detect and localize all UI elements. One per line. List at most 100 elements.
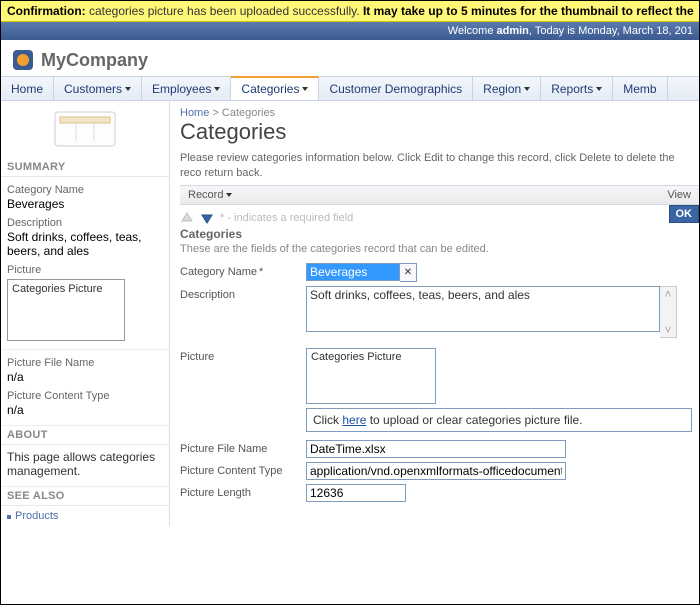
welcome-label: Welcome — [448, 25, 497, 37]
sidebar-about-text: This page allows categories management. — [7, 450, 163, 478]
description-input[interactable]: Soft drinks, coffees, teas, beers, and a… — [306, 286, 660, 332]
tab-home-label: Home — [11, 82, 43, 96]
tab-customer-demographics[interactable]: Customer Demographics — [319, 77, 473, 100]
tab-categories[interactable]: Categories — [231, 76, 319, 100]
section-title: Categories — [180, 227, 699, 241]
tab-employees-label: Employees — [152, 82, 211, 96]
row-category-name: Category Name ✕ — [180, 263, 699, 282]
sidebar-desc-label: Description — [7, 217, 163, 229]
sidebar: SUMMARY Category Name Beverages Descript… — [1, 101, 170, 526]
confirmation-label: Confirmation: — [7, 4, 86, 18]
picture-file-name-label: Picture File Name — [180, 440, 306, 455]
row-picture: Picture Categories Picture Click here to… — [180, 348, 699, 432]
picture-length-input[interactable] — [306, 484, 406, 502]
sidebar-catname-label: Category Name — [7, 184, 163, 196]
sidebar-desc-value: Soft drinks, coffees, teas, beers, and a… — [7, 230, 163, 258]
tab-employees[interactable]: Employees — [142, 77, 231, 100]
category-name-field-wrap: ✕ — [306, 263, 417, 282]
ok-button[interactable]: OK — [669, 205, 700, 223]
confirmation-text-1: categories picture has been uploaded suc… — [86, 4, 363, 18]
chevron-down-icon — [125, 87, 131, 91]
tab-reports[interactable]: Reports — [541, 77, 613, 100]
toolbar-view[interactable]: View — [659, 186, 699, 204]
description-label: Description — [180, 286, 306, 301]
chevron-down-icon: ˅ — [664, 323, 671, 337]
sidebar-pct-label: Picture Content Type — [7, 390, 163, 402]
upload-post: to upload or clear categories picture fi… — [366, 413, 582, 427]
breadcrumb-current: Categories — [222, 107, 275, 119]
bullet-icon — [7, 515, 11, 519]
category-name-label: Category Name — [180, 263, 306, 278]
breadcrumb-sep: > — [209, 107, 222, 119]
picture-content-type-label: Picture Content Type — [180, 462, 306, 477]
tab-members-label: Memb — [623, 82, 656, 96]
sidebar-hero-icon — [1, 107, 169, 158]
arrow-down-icon[interactable] — [200, 211, 214, 225]
main-content: Home > Categories Categories Please revi… — [170, 101, 699, 526]
required-row: * - indicates a required field — [180, 205, 699, 227]
toolbar-record-label: Record — [188, 189, 223, 201]
section-desc: These are the fields of the categories r… — [180, 243, 699, 255]
confirmation-text-2: It may take up to 5 minutes for the thum… — [363, 4, 694, 18]
row-description: Description Soft drinks, coffees, teas, … — [180, 286, 699, 338]
upload-pre: Click — [313, 413, 342, 427]
textarea-scrollbar[interactable]: ˄˅ — [660, 286, 677, 338]
page-hint: Please review categories information bel… — [180, 151, 699, 181]
chevron-down-icon — [524, 87, 530, 91]
date-text: Monday, March 18, 201 — [578, 25, 693, 37]
picture-content-type-input[interactable] — [306, 462, 566, 480]
tab-categories-label: Categories — [241, 82, 299, 96]
sidebar-catname-value: Beverages — [7, 197, 163, 211]
clear-category-name-button[interactable]: ✕ — [400, 263, 417, 282]
tab-reports-label: Reports — [551, 82, 593, 96]
company-name: MyCompany — [41, 50, 148, 71]
sidebar-pic-label: Picture — [7, 264, 163, 276]
tab-home[interactable]: Home — [1, 77, 54, 100]
chevron-down-icon — [302, 87, 308, 91]
upload-here-link[interactable]: here — [342, 413, 366, 427]
breadcrumb-home[interactable]: Home — [180, 107, 209, 119]
picture-preview[interactable]: Categories Picture — [306, 348, 436, 404]
breadcrumb: Home > Categories — [180, 101, 699, 119]
user-name: admin — [497, 25, 529, 37]
sidebar-link-products[interactable]: Products — [1, 506, 169, 526]
sidebar-pct-value: n/a — [7, 403, 163, 417]
header-bar: Welcome admin, Today is Monday, March 18… — [1, 22, 699, 40]
picture-file-name-input[interactable] — [306, 440, 566, 458]
sidebar-file-block: Picture File Name n/a Picture Content Ty… — [1, 350, 169, 426]
tab-customers-label: Customers — [64, 82, 122, 96]
category-name-input[interactable] — [306, 263, 400, 281]
chevron-down-icon — [596, 87, 602, 91]
toolbar-record[interactable]: Record — [180, 186, 240, 204]
sidebar-summary-header: SUMMARY — [1, 158, 169, 177]
tab-region[interactable]: Region — [473, 77, 541, 100]
sidebar-pfn-value: n/a — [7, 370, 163, 384]
page-title: Categories — [180, 119, 699, 145]
main-nav: Home Customers Employees Categories Cust… — [1, 76, 699, 101]
confirmation-bar: Confirmation: categories picture has bee… — [1, 1, 699, 22]
sidebar-pic-value: Categories Picture — [7, 279, 125, 341]
tab-demographics-label: Customer Demographics — [329, 82, 462, 96]
sidebar-about-block: This page allows categories management. — [1, 445, 169, 487]
sidebar-link-products-label: Products — [15, 510, 58, 522]
row-picture-length: Picture Length — [180, 484, 699, 502]
sidebar-summary-block: Category Name Beverages Description Soft… — [1, 177, 169, 350]
tab-customers[interactable]: Customers — [54, 77, 142, 100]
picture-length-label: Picture Length — [180, 484, 306, 499]
required-hint: * - indicates a required field — [220, 212, 353, 224]
chevron-up-icon: ˄ — [664, 287, 671, 301]
row-picture-content-type: Picture Content Type — [180, 462, 699, 480]
grid-hero-icon — [54, 111, 116, 147]
company-logo-icon — [11, 48, 35, 72]
chevron-down-icon — [226, 193, 232, 197]
arrow-up-icon[interactable] — [180, 211, 194, 225]
tab-members[interactable]: Memb — [613, 77, 667, 100]
sidebar-about-header: ABOUT — [1, 426, 169, 445]
company-row: MyCompany — [1, 40, 699, 76]
tab-region-label: Region — [483, 82, 521, 96]
picture-label: Picture — [180, 348, 306, 363]
chevron-down-icon — [214, 87, 220, 91]
toolbar-view-label: View — [667, 189, 691, 201]
picture-upload-bar: Click here to upload or clear categories… — [306, 408, 692, 432]
sidebar-pfn-label: Picture File Name — [7, 357, 163, 369]
